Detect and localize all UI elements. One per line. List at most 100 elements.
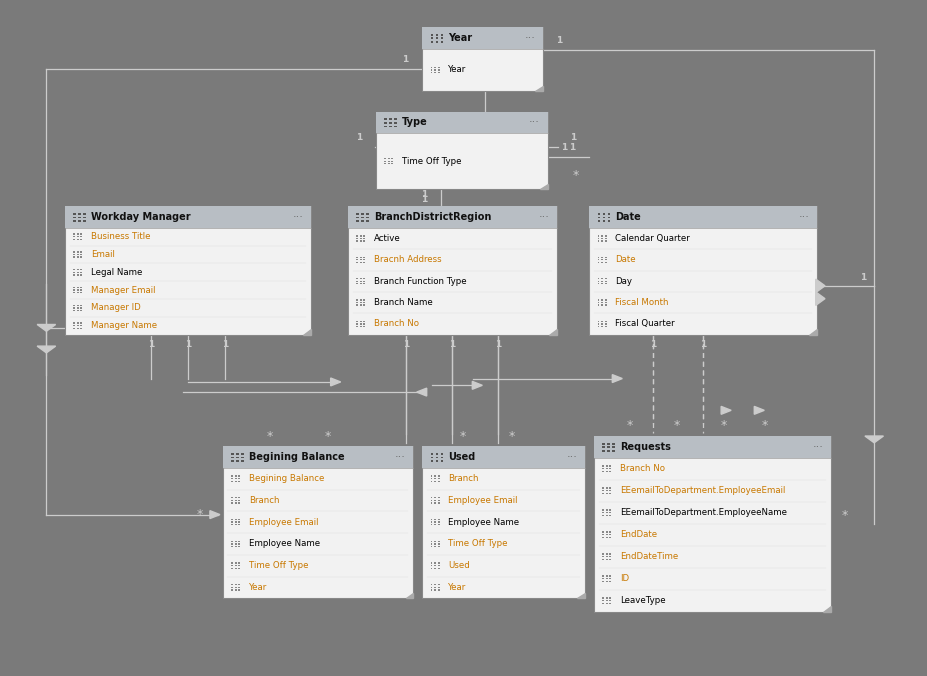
Bar <box>81 274 83 276</box>
Bar <box>231 544 233 545</box>
Bar <box>235 475 236 477</box>
Bar <box>356 235 358 237</box>
Text: 1: 1 <box>147 340 154 349</box>
Text: 1: 1 <box>222 340 228 349</box>
Polygon shape <box>577 593 584 598</box>
Bar <box>430 541 432 542</box>
Bar <box>77 289 79 291</box>
Bar <box>83 220 86 222</box>
Text: Legal Name: Legal Name <box>91 268 142 276</box>
Bar <box>609 468 611 469</box>
Polygon shape <box>754 406 764 414</box>
Text: Year: Year <box>248 583 267 592</box>
Bar <box>605 598 607 599</box>
Bar <box>77 310 79 311</box>
Bar <box>609 578 611 579</box>
Bar <box>604 259 606 260</box>
Bar <box>601 281 603 282</box>
Bar <box>430 475 432 477</box>
Bar <box>602 213 604 215</box>
Bar <box>597 256 599 258</box>
Text: LeaveType: LeaveType <box>619 596 665 605</box>
Text: *: * <box>197 508 202 521</box>
Bar <box>231 524 233 525</box>
Bar <box>604 323 606 324</box>
Bar <box>235 546 236 547</box>
Text: Business Title: Business Title <box>91 233 150 241</box>
Bar <box>422 27 542 91</box>
Bar <box>605 554 607 555</box>
Bar <box>609 490 611 491</box>
Bar <box>73 233 75 235</box>
Bar <box>384 158 386 160</box>
Bar <box>604 262 606 263</box>
Bar <box>602 581 603 582</box>
Bar <box>77 292 79 293</box>
Bar <box>73 220 76 222</box>
Bar <box>238 541 240 542</box>
Bar <box>440 460 443 462</box>
Bar <box>438 546 439 547</box>
Bar <box>235 453 238 455</box>
Text: 1: 1 <box>449 340 455 349</box>
Bar <box>77 328 79 329</box>
Bar <box>363 262 365 263</box>
Bar <box>356 299 358 301</box>
Text: *: * <box>626 419 632 433</box>
Bar <box>597 235 599 237</box>
Bar <box>348 206 556 228</box>
Bar <box>440 34 443 36</box>
Bar <box>363 278 365 279</box>
Polygon shape <box>612 375 622 383</box>
Bar <box>238 497 240 498</box>
Text: 1: 1 <box>859 272 865 281</box>
Text: EEemailToDepartment.EmployeeName: EEemailToDepartment.EmployeeName <box>619 508 786 517</box>
Bar <box>601 323 603 324</box>
Bar <box>231 475 233 477</box>
Polygon shape <box>303 329 311 335</box>
Text: Workday Manager: Workday Manager <box>91 212 190 222</box>
Bar <box>438 478 439 479</box>
Bar <box>73 256 75 258</box>
Text: 1: 1 <box>421 189 427 199</box>
Bar <box>360 278 362 279</box>
Polygon shape <box>822 606 830 612</box>
Bar <box>231 519 233 521</box>
Bar <box>434 475 436 477</box>
Bar <box>605 537 607 538</box>
Bar <box>356 323 358 324</box>
Bar <box>77 254 79 255</box>
Text: Employee Name: Employee Name <box>448 518 519 527</box>
Bar <box>438 565 439 566</box>
Bar <box>388 118 391 120</box>
Text: 1: 1 <box>495 340 501 349</box>
Bar <box>602 468 603 469</box>
Bar <box>604 256 606 258</box>
Bar <box>235 562 236 564</box>
Bar <box>609 534 611 535</box>
Bar <box>384 163 386 164</box>
Text: Branch No: Branch No <box>619 464 664 473</box>
Text: EndDate: EndDate <box>619 530 656 539</box>
Bar <box>235 544 236 545</box>
Bar <box>609 556 611 558</box>
Bar <box>77 305 79 306</box>
Bar <box>77 239 79 240</box>
Bar <box>609 575 611 577</box>
Bar <box>607 216 610 218</box>
Text: Date: Date <box>615 256 635 264</box>
Polygon shape <box>535 86 542 91</box>
Bar <box>602 531 603 533</box>
Bar <box>601 256 603 258</box>
Bar <box>430 589 432 591</box>
Bar <box>231 587 233 588</box>
Polygon shape <box>815 279 824 293</box>
Bar <box>604 241 606 242</box>
Bar <box>602 554 603 555</box>
Bar <box>435 37 438 39</box>
Bar <box>231 497 233 498</box>
Bar <box>438 481 439 482</box>
Bar <box>430 568 432 569</box>
Bar <box>597 262 599 263</box>
Bar <box>73 310 75 311</box>
